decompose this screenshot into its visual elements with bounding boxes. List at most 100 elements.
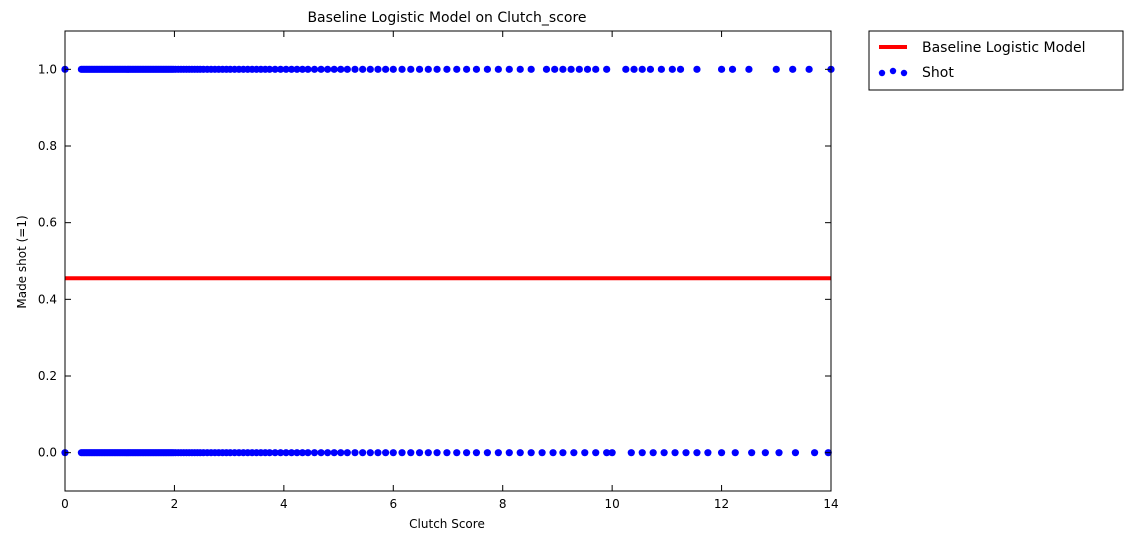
- shot-point: [649, 449, 657, 457]
- shot-point: [704, 449, 712, 457]
- y-tick-label: 0.2: [38, 369, 57, 383]
- shot-point: [603, 449, 611, 457]
- shot-point: [276, 65, 285, 73]
- shot-point: [389, 65, 397, 73]
- chart-title: Baseline Logistic Model on Clutch_score: [307, 10, 586, 26]
- shot-point: [731, 449, 739, 457]
- y-tick-label: 1.0: [38, 62, 57, 76]
- scatter-series-1: [61, 65, 835, 73]
- y-axis-label: Made shot (=1): [15, 215, 29, 308]
- shot-point: [382, 65, 390, 73]
- shot-point: [630, 65, 638, 73]
- shot-point: [728, 65, 737, 73]
- x-axis-label: Clutch Score: [409, 517, 485, 531]
- shot-point: [505, 449, 513, 457]
- shot-point: [463, 449, 471, 457]
- shot-point: [304, 65, 312, 73]
- shot-point: [592, 65, 600, 73]
- x-tick-label: 2: [171, 497, 179, 511]
- shot-point: [317, 449, 325, 457]
- shot-point: [549, 449, 557, 457]
- shot-point: [424, 65, 432, 73]
- shot-point: [505, 65, 513, 73]
- shot-point: [717, 449, 726, 457]
- y-tick-label: 0.0: [38, 446, 57, 460]
- shot-point: [443, 449, 451, 457]
- shot-point: [676, 65, 685, 73]
- shot-point: [366, 449, 374, 457]
- legend: Baseline Logistic Model Shot: [868, 30, 1124, 91]
- shot-point: [494, 449, 502, 457]
- shot-point: [516, 449, 524, 457]
- shot-point: [463, 65, 471, 73]
- shot-point: [668, 65, 676, 73]
- shot-point: [622, 65, 630, 73]
- shot-point: [638, 65, 646, 73]
- legend-label-model: Baseline Logistic Model: [922, 40, 1086, 56]
- shot-point: [810, 449, 819, 457]
- y-tick-label: 0.6: [38, 216, 57, 230]
- shot-point: [310, 449, 319, 457]
- shot-point: [330, 65, 338, 73]
- legend-marker-swatch: [878, 67, 908, 77]
- y-tick-label: 0.4: [38, 292, 57, 306]
- x-tick-label: 6: [389, 497, 397, 511]
- x-tick-label: 8: [499, 497, 507, 511]
- shot-point: [276, 449, 285, 457]
- shot-point: [407, 65, 415, 73]
- plot-area: [65, 31, 831, 491]
- shot-point: [627, 449, 635, 457]
- legend-box: [868, 30, 1124, 91]
- shot-point: [324, 65, 332, 73]
- shot-point: [542, 65, 551, 73]
- shot-point: [592, 449, 600, 457]
- shot-point: [424, 449, 432, 457]
- shot-point: [359, 65, 367, 73]
- legend-label-shot: Shot: [922, 65, 954, 81]
- shot-point: [374, 65, 382, 73]
- shot-point: [581, 449, 589, 457]
- shot-point: [343, 65, 351, 73]
- shot-point: [293, 65, 301, 73]
- x-tick-label: 4: [280, 497, 288, 511]
- shot-point: [398, 449, 406, 457]
- shot-point: [748, 449, 756, 457]
- plot-background: [65, 31, 831, 491]
- shot-point: [389, 449, 397, 457]
- shot-point: [483, 449, 491, 457]
- shot-point: [271, 449, 279, 457]
- shot-point: [575, 65, 583, 73]
- shot-point: [646, 65, 655, 73]
- shot-point: [538, 449, 546, 457]
- shot-point: [337, 449, 345, 457]
- shot-point: [453, 65, 461, 73]
- shot-point: [287, 449, 296, 457]
- shot-point: [472, 449, 481, 457]
- shot-point: [298, 65, 307, 73]
- shot-point: [789, 65, 797, 73]
- shot-point: [337, 65, 345, 73]
- shot-point: [527, 65, 535, 73]
- shot-point: [415, 65, 424, 73]
- shot-point: [494, 65, 502, 73]
- shot-point: [351, 65, 359, 73]
- shot-point: [559, 65, 567, 73]
- shot-point: [559, 449, 567, 457]
- shot-point: [570, 449, 578, 457]
- shot-point: [638, 449, 646, 457]
- shot-point: [282, 65, 290, 73]
- shot-point: [433, 449, 441, 457]
- shot-point: [772, 65, 780, 73]
- shot-point: [310, 65, 319, 73]
- shot-point: [682, 449, 690, 457]
- marks: [61, 65, 835, 457]
- shot-point: [516, 65, 524, 73]
- shot-point: [298, 449, 307, 457]
- x-tick-label: 12: [714, 497, 729, 511]
- shot-point: [527, 449, 535, 457]
- shot-point: [415, 449, 424, 457]
- shot-point: [317, 65, 325, 73]
- axes: 0 2 4 6 8 10 12 14 0.0 0.2 0.4 0.6 0.8 1.0: [38, 30, 839, 511]
- x-tick-label: 14: [823, 497, 838, 511]
- shot-point: [282, 449, 290, 457]
